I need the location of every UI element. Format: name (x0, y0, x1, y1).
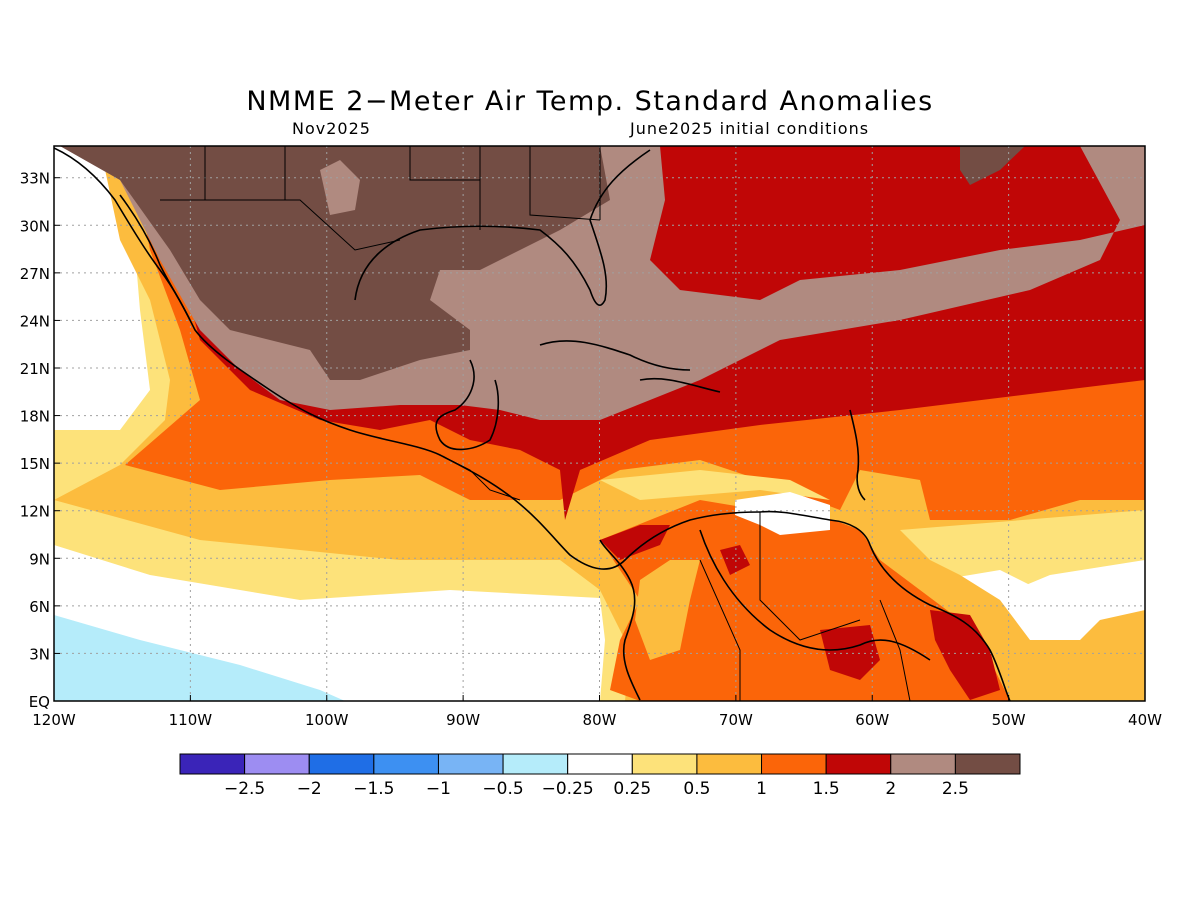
colorbar-swatch (179, 753, 246, 775)
forecast-month: Nov2025 (292, 119, 371, 138)
anomaly-region-dark-brown (60, 146, 610, 380)
lon-tick-label: 60W (855, 711, 889, 729)
colorbar-swatch (890, 753, 956, 775)
lat-tick-label: 15N (20, 455, 50, 473)
initial-conditions: June2025 initial conditions (630, 119, 870, 138)
colorbar: −2.5 −2 −1.5 −1 −0.5 −0.25 0.25 0.5 1 1.5 2 2.5 (179, 753, 1021, 799)
lon-tick-label: 80W (583, 711, 617, 729)
colorbar-label: −2 (297, 779, 322, 799)
lat-tick-label: 27N (20, 265, 50, 283)
colorbar-label: 1.5 (813, 779, 840, 799)
anomaly-region-light-blue (54, 615, 345, 701)
colorbar-label: 2.5 (942, 779, 969, 799)
colorbar-label: 1 (756, 779, 767, 799)
colorbar-label: −0.5 (482, 779, 523, 799)
lon-tick-label: 90W (446, 711, 480, 729)
colorbar-swatch (954, 753, 1021, 775)
map-title: NMME 2−Meter Air Temp. Standard Anomalie… (246, 86, 934, 117)
longitude-axis: 120W 110W 100W 90W 80W 70W 60W 50W 40W (32, 695, 1162, 729)
colorbar-swatch (373, 753, 439, 775)
lon-tick-label: 70W (719, 711, 753, 729)
lon-tick-label: 50W (992, 711, 1026, 729)
colorbar-swatch (567, 753, 633, 775)
colorbar-swatch (631, 753, 698, 775)
colorbar-swatch (696, 753, 763, 775)
latitude-axis: 33N 30N 27N 24N 21N 18N 15N 12N 9N 6N 3N EQ (20, 170, 60, 711)
lon-tick-label: 120W (32, 711, 76, 729)
lat-tick-label: 33N (20, 170, 50, 188)
coastlines (54, 147, 1011, 701)
lat-tick-label: EQ (29, 693, 50, 711)
lat-tick-label: 9N (29, 550, 50, 568)
lat-tick-label: 6N (29, 598, 50, 616)
lon-tick-label: 110W (169, 711, 213, 729)
colorbar-label: 0.5 (683, 779, 710, 799)
lat-tick-label: 30N (20, 217, 50, 235)
colorbar-label: 2 (885, 779, 896, 799)
colorbar-swatch (761, 753, 827, 775)
colorbar-label: 0.25 (613, 779, 651, 799)
colorbar-swatch (502, 753, 569, 775)
colorbar-label: −1.5 (353, 779, 394, 799)
colorbar-swatch (825, 753, 892, 775)
lat-tick-label: 24N (20, 312, 50, 330)
colorbar-swatch (244, 753, 310, 775)
colorbar-swatch (437, 753, 504, 775)
colorbar-label: −1 (426, 779, 451, 799)
lat-tick-label: 3N (29, 645, 50, 663)
political-borders (160, 146, 911, 701)
colorbar-swatch (308, 753, 375, 775)
lon-tick-label: 100W (305, 711, 349, 729)
lat-tick-label: 21N (20, 360, 50, 378)
grid-lines (54, 146, 1145, 701)
colorbar-label: −0.25 (542, 779, 594, 799)
lon-tick-label: 40W (1128, 711, 1162, 729)
colorbar-label: −2.5 (224, 779, 265, 799)
lat-tick-label: 12N (20, 503, 50, 521)
lat-tick-label: 18N (20, 408, 50, 426)
